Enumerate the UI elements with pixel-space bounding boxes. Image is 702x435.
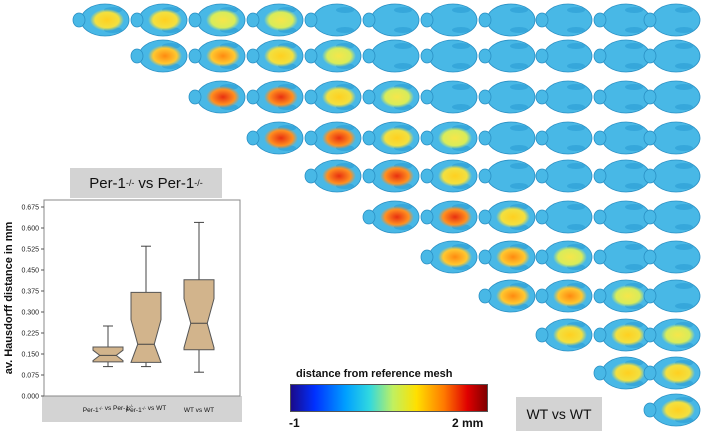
- skull-cell: [188, 39, 246, 73]
- skull-cell: [535, 279, 593, 313]
- skull-cell: [643, 356, 701, 390]
- skull-cell: [362, 80, 420, 114]
- per1-label-text: Per-1: [89, 174, 126, 192]
- skull-cell: [362, 159, 420, 193]
- skull-cell: [478, 279, 536, 313]
- skull-cell: [643, 121, 701, 155]
- skull-cell: [304, 159, 362, 193]
- colorbar: [290, 384, 488, 412]
- skull-cell: [72, 3, 130, 37]
- skull-cell: [420, 159, 478, 193]
- skull-cell: [535, 240, 593, 274]
- category-label: Per-1-/- vs WT: [126, 405, 166, 414]
- y-tick-label: 0.075: [21, 373, 39, 380]
- skull-cell: [535, 3, 593, 37]
- skull-cell: [304, 3, 362, 37]
- skull-cell: [593, 240, 651, 274]
- y-tick-label: 0.525: [21, 247, 39, 254]
- skull-cell: [478, 3, 536, 37]
- skull-cell: [593, 121, 651, 155]
- skull-cell: [130, 39, 188, 73]
- skull-cell: [643, 80, 701, 114]
- skull-cell: [420, 240, 478, 274]
- skull-cell: [188, 80, 246, 114]
- skull-cell: [362, 200, 420, 234]
- skull-cell: [593, 318, 651, 352]
- per1-vs-text: vs Per-1: [138, 174, 195, 192]
- skull-cell: [643, 240, 701, 274]
- skull-cell: [478, 240, 536, 274]
- skull-cell: [643, 200, 701, 234]
- skull-cell: [535, 159, 593, 193]
- box-body: [183, 279, 215, 351]
- skull-cell: [420, 3, 478, 37]
- category-label: WT vs WT: [184, 407, 214, 414]
- skull-cell: [362, 3, 420, 37]
- skull-cell: [593, 356, 651, 390]
- skull-cell: [420, 39, 478, 73]
- skull-cell: [478, 121, 536, 155]
- skull-cell: [478, 159, 536, 193]
- skull-cell: [643, 279, 701, 313]
- colorbar-min-label: -1: [289, 416, 300, 430]
- skull-cell: [643, 39, 701, 73]
- skull-cell: [420, 121, 478, 155]
- y-tick-label: 0.450: [21, 268, 39, 275]
- skull-cell: [304, 80, 362, 114]
- skull-cell: [188, 3, 246, 37]
- skull-cell: [362, 121, 420, 155]
- hausdorff-boxplot: av. Hausdorff distance in mm 0.000 0.075 0.…: [3, 199, 242, 422]
- skull-cell: [593, 159, 651, 193]
- skull-cell: [535, 80, 593, 114]
- y-tick-label: 0.600: [21, 226, 39, 233]
- y-tick-label: 0.675: [21, 205, 39, 212]
- skull-cell: [478, 80, 536, 114]
- category-label: Per-1-/- vs Per-1-/-: [83, 404, 134, 414]
- skull-cell: [246, 3, 304, 37]
- skull-cell: [593, 200, 651, 234]
- skull-cell: [535, 318, 593, 352]
- wt-vs-wt-label: WT vs WT: [516, 397, 602, 431]
- skull-cell: [593, 39, 651, 73]
- skull-cell: [643, 159, 701, 193]
- y-tick-label: 0.300: [21, 310, 39, 317]
- skull-cell: [643, 3, 701, 37]
- skull-cell: [304, 121, 362, 155]
- per1-sup-2: -/-: [194, 178, 203, 188]
- skull-cell: [535, 200, 593, 234]
- box-2: [130, 245, 162, 368]
- box-3: [183, 221, 215, 373]
- y-tick-label: 0.225: [21, 331, 39, 338]
- box-body: [130, 291, 162, 363]
- y-tick-label: 0.000: [21, 394, 39, 401]
- xaxis-label-band: [42, 396, 242, 422]
- skull-cell: [130, 3, 188, 37]
- y-axis-label: av. Hausdorff distance in mm: [3, 221, 15, 374]
- skull-cell: [246, 80, 304, 114]
- skull-cell: [362, 39, 420, 73]
- skull-cell: [643, 393, 701, 427]
- skull-cell: [420, 200, 478, 234]
- skull-cell: [246, 39, 304, 73]
- per1-vs-per1-label: Per-1 -/- vs Per-1 -/-: [70, 168, 222, 198]
- colorbar-max-label: 2 mm: [452, 416, 484, 430]
- skull-cell: [593, 279, 651, 313]
- skull-cell: [478, 200, 536, 234]
- skull-cell: [643, 318, 701, 352]
- box-body: [92, 346, 124, 363]
- box-1: [92, 325, 124, 368]
- skull-cell: [478, 39, 536, 73]
- colorbar-title: distance from reference mesh: [296, 368, 453, 380]
- y-tick-label: 0.375: [21, 289, 39, 296]
- skull-cell: [304, 39, 362, 73]
- y-tick-label: 0.150: [21, 352, 39, 359]
- skull-cell: [246, 121, 304, 155]
- skull-cell: [535, 121, 593, 155]
- skull-cell: [535, 39, 593, 73]
- per1-sup: -/-: [125, 178, 135, 188]
- skull-cell: [420, 80, 478, 114]
- skull-cell: [593, 3, 651, 37]
- skull-cell: [593, 80, 651, 114]
